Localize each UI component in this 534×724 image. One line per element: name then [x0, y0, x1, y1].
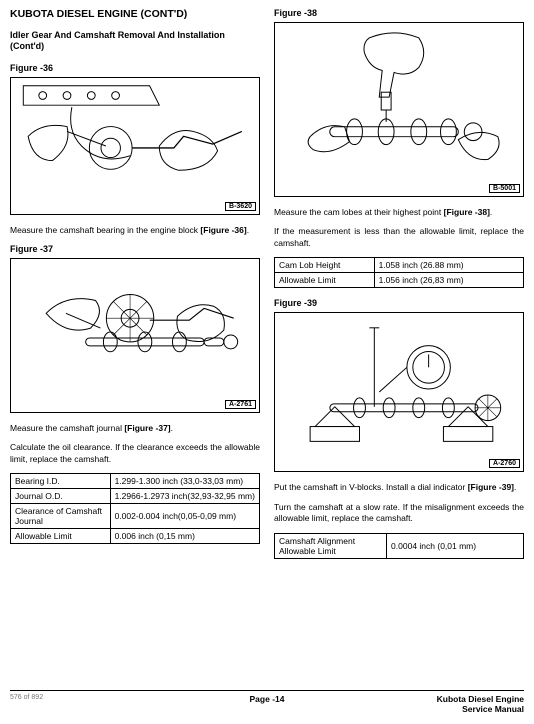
text: .	[171, 423, 173, 433]
figure-39-id: A-2760	[489, 459, 520, 468]
figure-36-id: B-3620	[225, 202, 256, 211]
right-column: Figure -38 B-5001 M	[274, 8, 524, 663]
figure-ref: [Figure -38]	[444, 207, 490, 217]
text: .	[490, 207, 492, 217]
figure-ref: [Figure -36]	[200, 225, 246, 235]
page-title: KUBOTA DIESEL ENGINE (CONT'D)	[10, 8, 260, 20]
cam-height-table: Cam Lob Height1.058 inch (26.88 mm) Allo…	[274, 257, 524, 288]
figure-36-label: Figure -36	[10, 63, 260, 73]
figure-39-illustration	[275, 313, 523, 471]
cell: Cam Lob Height	[275, 258, 375, 273]
figure-37-illustration	[11, 259, 259, 412]
figure-39-label: Figure -39	[274, 298, 524, 308]
paragraph: Calculate the oil clearance. If the clea…	[10, 442, 260, 465]
table-row: Bearing I.D.1.299-1.300 inch (33,0-33,03…	[11, 474, 260, 489]
paragraph: Measure the camshaft bearing in the engi…	[10, 225, 260, 236]
footer-right: Kubota Diesel Engine Service Manual	[437, 694, 524, 714]
cell: Journal O.D.	[11, 489, 111, 504]
clearance-table: Bearing I.D.1.299-1.300 inch (33,0-33,03…	[10, 473, 260, 544]
text: .	[514, 482, 516, 492]
figure-38-illustration	[275, 23, 523, 196]
paragraph: Turn the camshaft at a slow rate. If the…	[274, 502, 524, 525]
figure-38: B-5001	[274, 22, 524, 197]
figure-ref: [Figure -37]	[124, 423, 170, 433]
page-number: Page -14	[250, 694, 285, 704]
paragraph: If the measurement is less than the allo…	[274, 226, 524, 249]
figure-39: A-2760	[274, 312, 524, 472]
table-row: Camshaft Alignment Allowable Limit0.0004…	[275, 533, 524, 558]
cell: Allowable Limit	[11, 529, 111, 544]
cell: 1.058 inch (26.88 mm)	[374, 258, 523, 273]
cell: Clearance of Camshaft Journal	[11, 504, 111, 529]
figure-ref: [Figure -39]	[468, 482, 514, 492]
text: Measure the camshaft journal	[10, 423, 124, 433]
text: Measure the camshaft bearing in the engi…	[10, 225, 200, 235]
footer-doc-type: Service Manual	[437, 704, 524, 714]
figure-36-illustration	[11, 78, 259, 214]
table-row: Clearance of Camshaft Journal0.002-0.004…	[11, 504, 260, 529]
cell: 0.0004 inch (0,01 mm)	[387, 533, 524, 558]
footer-left: 576 of 892	[10, 694, 43, 701]
figure-37: A-2761	[10, 258, 260, 413]
alignment-table: Camshaft Alignment Allowable Limit0.0004…	[274, 533, 524, 559]
cell: 0.006 inch (0,15 mm)	[110, 529, 259, 544]
table-row: Allowable Limit0.006 inch (0,15 mm)	[11, 529, 260, 544]
left-column: KUBOTA DIESEL ENGINE (CONT'D) Idler Gear…	[10, 8, 260, 663]
figure-38-label: Figure -38	[274, 8, 524, 18]
figure-38-id: B-5001	[489, 184, 520, 193]
paragraph: Put the camshaft in V-blocks. Install a …	[274, 482, 524, 493]
table-row: Journal O.D.1.2966-1.2973 inch(32,93-32,…	[11, 489, 260, 504]
table-row: Cam Lob Height1.058 inch (26.88 mm)	[275, 258, 524, 273]
cell: 1.056 inch (26,83 mm)	[374, 273, 523, 288]
text: Measure the cam lobes at their highest p…	[274, 207, 444, 217]
text: Put the camshaft in V-blocks. Install a …	[274, 482, 468, 492]
text: .	[247, 225, 249, 235]
figure-37-label: Figure -37	[10, 244, 260, 254]
paragraph: Measure the cam lobes at their highest p…	[274, 207, 524, 218]
cell: 0.002-0.004 inch(0,05-0,09 mm)	[110, 504, 259, 529]
section-subtitle: Idler Gear And Camshaft Removal And Inst…	[10, 30, 260, 53]
figure-37-id: A-2761	[225, 400, 256, 409]
cell: 1.2966-1.2973 inch(32,93-32,95 mm)	[110, 489, 259, 504]
figure-36: B-3620	[10, 77, 260, 215]
table-row: Allowable Limit1.056 inch (26,83 mm)	[275, 273, 524, 288]
cell: Bearing I.D.	[11, 474, 111, 489]
cell: Camshaft Alignment Allowable Limit	[275, 533, 387, 558]
paragraph: Measure the camshaft journal [Figure -37…	[10, 423, 260, 434]
footer-doc-title: Kubota Diesel Engine	[437, 694, 524, 704]
cell: Allowable Limit	[275, 273, 375, 288]
cell: 1.299-1.300 inch (33,0-33,03 mm)	[110, 474, 259, 489]
page-footer: 576 of 892 Page -14 Kubota Diesel Engine…	[10, 690, 524, 720]
